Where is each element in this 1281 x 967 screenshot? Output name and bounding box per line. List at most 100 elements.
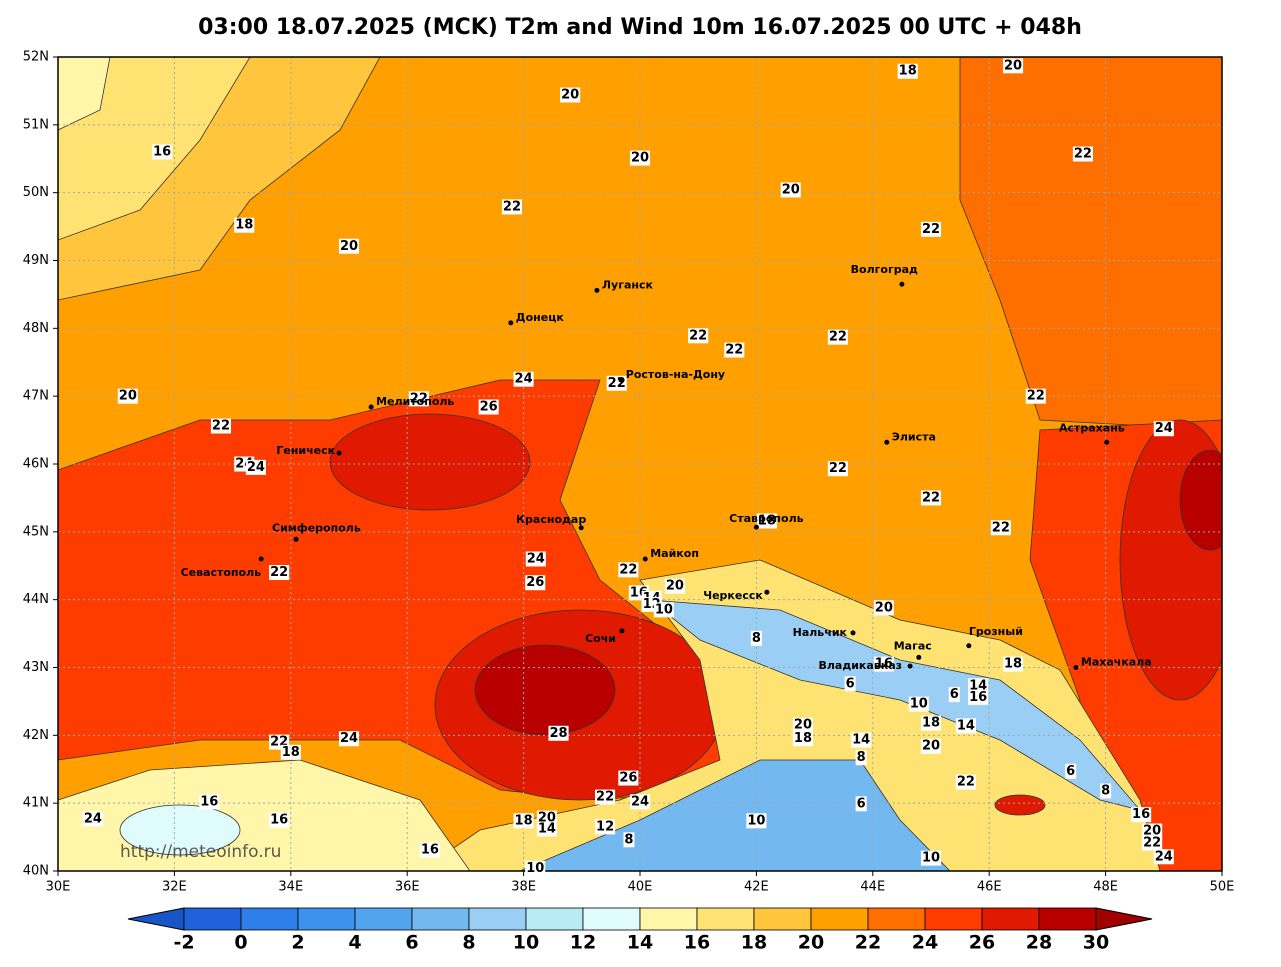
contour-label-group: 16 — [269, 812, 290, 828]
contour-label: 22 — [503, 199, 521, 214]
contour-label: 22 — [957, 775, 975, 790]
contour-label-box — [1131, 807, 1152, 823]
contour-label: 20 — [666, 579, 684, 594]
colorbar-segment — [1038, 907, 1097, 931]
colorbar-segment — [981, 907, 1040, 931]
contour-label-group: 16 — [152, 144, 173, 160]
colorbar-segment — [468, 907, 527, 931]
contour-label: 24 — [1155, 421, 1173, 436]
contour-label-box — [792, 717, 814, 733]
contour-label-box — [750, 630, 762, 646]
contour-label: 20 — [561, 87, 579, 102]
contour-label: 10 — [655, 602, 673, 617]
contour-label-box — [968, 678, 989, 694]
contour-label-group: 24 — [525, 551, 546, 567]
contour-label-box — [269, 812, 290, 828]
contour-label-group: 16 — [1131, 807, 1152, 823]
contour-label-group: 20 — [117, 388, 138, 404]
contour-label-box — [746, 813, 767, 829]
contour-label: 22 — [922, 222, 940, 237]
contour-label-box — [688, 328, 709, 344]
contour-label-group: 24 — [82, 811, 103, 827]
contour-label-group: 24 — [629, 794, 651, 810]
city-label: Грозный — [969, 625, 1023, 638]
x-tick-label: 48E — [1093, 880, 1118, 895]
contour-label-box — [338, 731, 360, 747]
contour-label-group: 14 — [955, 718, 976, 734]
contour-label: 24 — [247, 460, 265, 475]
contour-label-group: 8 — [750, 630, 762, 646]
contour-label-box — [199, 794, 220, 810]
city-dot — [618, 377, 624, 383]
contour-label-group: 14 — [536, 821, 557, 837]
contour-label-group: 28 — [548, 725, 569, 741]
city-dot — [642, 556, 648, 562]
contour-label-box — [908, 696, 929, 712]
colorbar-segment — [411, 907, 470, 931]
contour-label-group: 20 — [873, 600, 894, 616]
y-tick-label: 46N — [23, 457, 49, 472]
contour-label: 8 — [624, 832, 633, 847]
contour-label-group: 6 — [855, 796, 867, 812]
contour-label-group: 8 — [623, 832, 635, 848]
contour-label: 18 — [899, 64, 917, 79]
colorbar-tick-label: 24 — [912, 932, 938, 954]
contour-label: 16 — [875, 657, 893, 672]
colorbar-tick-label: 12 — [570, 932, 596, 954]
contour-label: 16 — [1132, 807, 1150, 822]
contour-label-group: 20 — [338, 238, 360, 254]
contour-label-group: 20 — [1003, 58, 1024, 74]
contour-label-box — [948, 687, 960, 703]
contour-label: 6 — [1066, 764, 1075, 779]
contour-label-group: 24 — [338, 731, 360, 747]
contour-label-box — [920, 738, 942, 754]
contour-label-box — [595, 819, 616, 835]
city-dot — [619, 628, 625, 634]
contour-label-box — [873, 656, 894, 672]
contour-label-box — [419, 842, 440, 858]
y-tick-label: 44N — [23, 592, 49, 607]
city-label: Волгоград — [851, 263, 918, 276]
city-dot — [258, 556, 264, 562]
colorbar-under — [127, 907, 185, 931]
contour-label-group: 22 — [1072, 146, 1093, 162]
contour-label-group: 20 — [780, 182, 801, 198]
colorbar-segment — [867, 907, 926, 931]
y-tick-label: 45N — [23, 524, 49, 539]
contour-label-group: 18 — [513, 813, 534, 829]
contour-label: 22 — [992, 520, 1010, 535]
contour-label-group: 24 — [245, 459, 266, 475]
city-label: Краснодар — [516, 513, 586, 526]
colorbar-tick-label: 30 — [1083, 932, 1109, 954]
colorbar-tick-label: 14 — [627, 932, 653, 954]
contour-label-box — [920, 221, 942, 237]
y-tick-label: 49N — [23, 253, 49, 268]
contour-label-group: 20 — [792, 717, 814, 733]
city-dot — [368, 404, 374, 410]
city-dot — [850, 630, 856, 636]
city-dot — [764, 589, 770, 595]
contour-label-group: 24 — [1153, 849, 1174, 865]
colorbar-tick-label: 22 — [855, 932, 881, 954]
colorbar-tick-label: -2 — [173, 932, 194, 954]
x-tick-label: 50E — [1210, 880, 1235, 895]
contour-label: 18 — [282, 745, 300, 760]
contour-label-box — [536, 821, 557, 837]
contour-label: 22 — [1143, 836, 1161, 851]
city-dot — [966, 643, 972, 649]
contour-label-group: 20 — [920, 738, 942, 754]
contour-label-box — [525, 860, 546, 876]
contour-label-group: 22 — [269, 565, 290, 581]
contour-label-box — [525, 575, 546, 591]
x-tick-label: 38E — [511, 880, 536, 895]
contour-label: 20 — [922, 739, 940, 754]
contour-label-group: 18 — [756, 513, 777, 529]
contour-label-box — [920, 490, 942, 506]
contour-label: 22 — [212, 419, 230, 434]
x-tick-label: 42E — [744, 880, 769, 895]
city-label: Луганск — [602, 278, 654, 291]
contour-label-box — [513, 813, 534, 829]
city-label: Черкесск — [703, 589, 763, 602]
contour-label-group: 22 — [1142, 835, 1163, 851]
